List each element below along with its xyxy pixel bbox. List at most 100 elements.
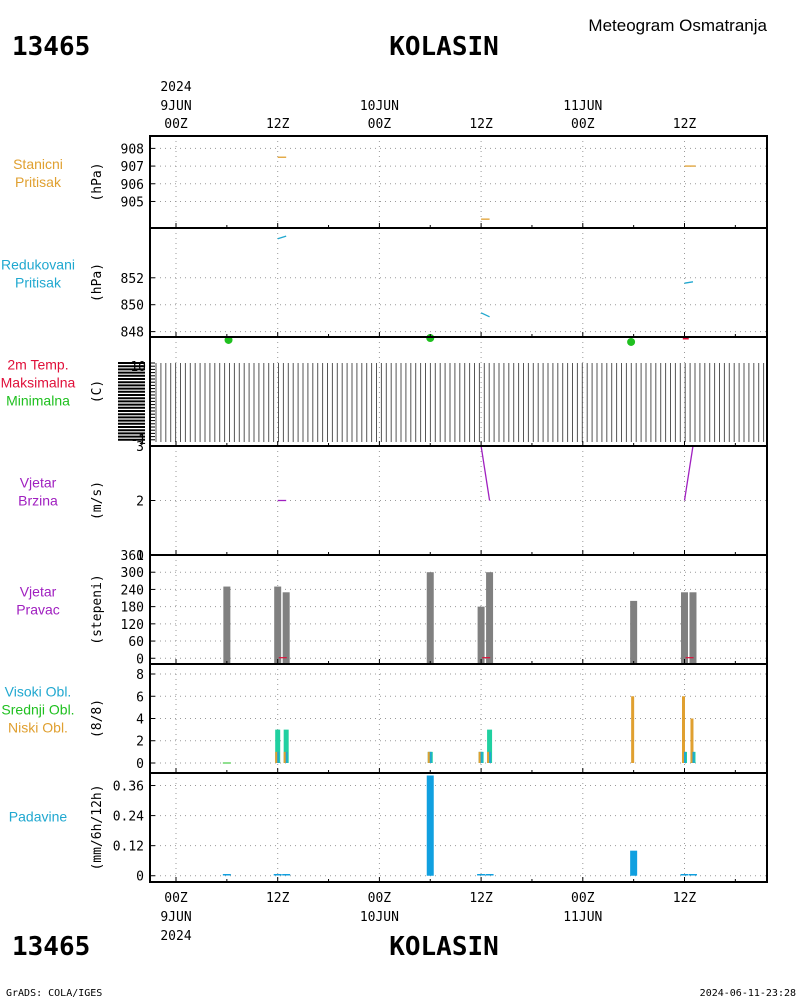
date-label-bottom-2: 10JUN (360, 910, 399, 925)
wind-dir-bar-0 (223, 586, 231, 664)
panel-label-vjetar_brzina-0: Vjetar (20, 475, 57, 491)
time-label-bottom-3: 12Z (469, 891, 493, 906)
time-label-bottom-1: 12Z (266, 891, 290, 906)
series-line-vjetar_brzina-2 (683, 445, 694, 501)
time-label-top-4: 00Z (571, 117, 595, 132)
unit-label-vjetar_brzina: (m/s) (90, 481, 105, 520)
panel-label-stanicni_pritisak-0: Stanicni (13, 156, 63, 172)
series-line-redukovani_pritisak-1 (480, 312, 490, 318)
cloud-high-bar-1 (285, 751, 288, 763)
cloud-low-bar-1 (283, 751, 287, 763)
cloud-low-bar-5 (631, 696, 635, 763)
ytick-label-redukovani_pritisak-1: 850 (121, 299, 144, 314)
panel-label-stanicni_pritisak-1: Pritisak (15, 174, 62, 190)
series-line-vjetar_brzina-1 (480, 445, 491, 501)
ytick-label-oblacnost-3: 6 (136, 690, 144, 705)
wind-dir-bar-6 (630, 600, 638, 664)
page-title: Meteogram Osmatranja (588, 16, 767, 35)
ytick-label-stanicni_pritisak-1: 906 (121, 178, 144, 193)
time-label-top-0: 00Z (164, 117, 188, 132)
time-label-top-3: 12Z (469, 117, 493, 132)
temp-label-max: 10 (130, 360, 146, 375)
wind-dir-bar-7 (681, 592, 688, 664)
cloud-mid-bar-0 (275, 729, 281, 763)
panel-label-redukovani_pritisak-0: Redukovani (1, 257, 75, 273)
unit-label-stanicni_pritisak: (hPa) (90, 162, 105, 201)
ytick-label-vjetar_pravac-4: 240 (121, 583, 144, 598)
cloud-high-bar-7 (692, 751, 695, 763)
date-label-bottom-4: 11JUN (563, 910, 602, 925)
unit-label-oblacnost: (8/8) (90, 699, 105, 738)
panel-frame-oblacnost (149, 663, 768, 774)
panel-label-vjetar_pravac-0: Vjetar (20, 584, 57, 600)
panel-label-oblacnost-2: Niski Obl. (8, 720, 68, 736)
panel-frame-redukovani_pritisak (149, 227, 768, 338)
cloud-high-bar-4 (489, 751, 492, 763)
ytick-label-oblacnost-2: 4 (136, 713, 144, 728)
station-id-bottom: 13465 (12, 932, 90, 962)
panel-frame-padavine (149, 772, 768, 883)
ytick-label-vjetar_pravac-1: 60 (128, 635, 144, 650)
ytick-label-oblacnost-0: 0 (136, 757, 144, 772)
panel-label-temperatura-2: Minimalna (6, 393, 70, 409)
wind-dir-bar-3 (426, 572, 434, 664)
precip-bar-1 (630, 850, 638, 876)
ytick-label-vjetar_pravac-6: 360 (121, 549, 144, 564)
wind-dir-bar-4 (477, 606, 485, 664)
panel-label-vjetar_pravac-1: Pravac (16, 602, 60, 618)
series-line-redukovani_pritisak-0 (277, 235, 287, 240)
panel-label-oblacnost-1: Srednji Obl. (1, 702, 74, 718)
panel-label-oblacnost-0: Visoki Obl. (5, 684, 72, 700)
ytick-label-stanicni_pritisak-2: 907 (121, 160, 144, 175)
precip-bar-0 (426, 775, 434, 876)
cloud-high-bar-6 (684, 751, 686, 763)
ytick-label-stanicni_pritisak-3: 908 (121, 142, 144, 157)
panel-label-vjetar_brzina-1: Brzina (18, 493, 58, 509)
time-label-top-1: 12Z (266, 117, 290, 132)
ytick-label-vjetar_brzina-2: 3 (136, 440, 144, 455)
year-label-bottom: 2024 (160, 929, 191, 944)
station-name-top: KOLASIN (389, 32, 499, 62)
ytick-label-vjetar_brzina-0: 1 (136, 549, 144, 564)
wind-dir-bar-5 (486, 572, 494, 664)
series-line-redukovani_pritisak-2 (684, 281, 694, 284)
unit-label-temperatura: (C) (90, 380, 105, 403)
panel-frame-vjetar_pravac (149, 554, 768, 665)
cloud-low-bar-7 (690, 718, 694, 763)
cloud-high-bar-2 (429, 751, 432, 763)
ytick-label-stanicni_pritisak-0: 905 (121, 195, 144, 210)
ytick-label-vjetar_brzina-1: 2 (136, 495, 144, 510)
time-label-bottom-4: 00Z (571, 891, 595, 906)
panel-label-temperatura-1: Maksimalna (1, 375, 76, 391)
wind-dir-bar-1 (274, 586, 282, 664)
ytick-label-padavine-2: 0.24 (113, 810, 144, 825)
ytick-label-redukovani_pritisak-0: 848 (121, 326, 144, 341)
date-label-bottom-0: 9JUN (160, 910, 191, 925)
year-label-top: 2024 (160, 80, 191, 95)
grid-layer (150, 136, 767, 882)
ytick-label-vjetar_pravac-5: 300 (121, 566, 144, 581)
time-label-bottom-2: 00Z (368, 891, 392, 906)
data-layer (222, 156, 697, 876)
date-label-top-2: 10JUN (360, 99, 399, 114)
ytick-label-oblacnost-4: 8 (136, 668, 144, 683)
ytick-label-padavine-1: 0.12 (113, 840, 144, 855)
date-label-top-4: 11JUN (563, 99, 602, 114)
cloud-mid-bar-4 (487, 729, 493, 763)
temp-point-2 (627, 337, 636, 346)
timestamp-text: 2024-06-11-23:28 (700, 988, 796, 999)
ytick-label-redukovani_pritisak-2: 852 (121, 272, 144, 287)
unit-label-padavine: (mm/6h/12h) (90, 784, 105, 870)
time-label-top-5: 12Z (673, 117, 697, 132)
panel-frame-vjetar_brzina (149, 445, 768, 556)
unit-label-redukovani_pritisak: (hPa) (90, 263, 105, 302)
panel-frame-stanicni_pritisak (149, 135, 768, 229)
panel-label-redukovani_pritisak-1: Pritisak (15, 275, 62, 291)
cloud-low-bar-3 (478, 751, 482, 763)
cloud-high-bar-0 (277, 751, 280, 763)
cloud-mid-bar-1 (283, 729, 289, 763)
ytick-label-padavine-3: 0.36 (113, 780, 144, 795)
frame-layer (149, 135, 768, 883)
cloud-low-bar-0 (275, 751, 279, 763)
date-label-top-0: 9JUN (160, 99, 191, 114)
